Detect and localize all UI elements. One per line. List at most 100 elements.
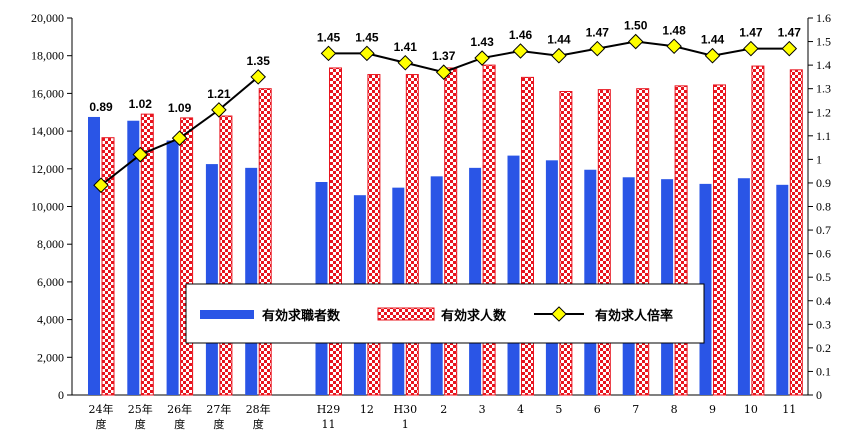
ratio-marker xyxy=(359,45,375,62)
left-tick-label: 0 xyxy=(58,388,64,402)
ratio-marker xyxy=(551,47,567,64)
bar-openings xyxy=(444,67,458,396)
category-label: 7 xyxy=(632,403,639,416)
legend: 有効求職者数 有効求人数 有効求人倍率 xyxy=(185,283,705,344)
category-label: 10 xyxy=(744,403,758,416)
ratio-line xyxy=(93,33,798,194)
ratio-data-label: 1.47 xyxy=(586,26,610,40)
right-tick-label: 0.9 xyxy=(816,176,831,190)
right-tick-label: 1.6 xyxy=(816,11,831,25)
ratio-data-label: 1.21 xyxy=(207,87,231,101)
right-tick-label: 1 xyxy=(816,152,822,166)
bar-seekers xyxy=(507,155,520,395)
right-tick-label: 1.2 xyxy=(816,105,831,119)
left-tick-label: 10,000 xyxy=(31,200,64,214)
ratio-marker xyxy=(320,45,337,62)
category-label: 8 xyxy=(671,403,678,416)
category-label: 25年 xyxy=(128,402,153,416)
bar-openings xyxy=(180,117,194,396)
ratio-marker xyxy=(627,33,644,50)
category-label: 9 xyxy=(709,403,716,416)
category-label: 3 xyxy=(479,403,486,416)
category-label: 11 xyxy=(782,403,796,416)
category-label: H30 xyxy=(394,403,418,416)
ratio-data-label: 1.46 xyxy=(509,28,533,42)
legend-label-ratio: 有効求人倍率 xyxy=(595,308,673,324)
bar-seekers xyxy=(584,169,597,395)
category-label: 12 xyxy=(360,403,374,416)
bar-seekers xyxy=(88,116,100,396)
bar-openings xyxy=(367,74,381,396)
axes: 0 2,000 4,000 6,000 8,000 10,000 12,000 14,000 1… xyxy=(31,11,831,402)
ratio-data-label: 0.89 xyxy=(89,100,113,114)
legend-swatch-openings xyxy=(377,307,435,321)
category-label: 度 xyxy=(253,417,264,431)
bar-seekers xyxy=(776,184,789,395)
bar-openings xyxy=(521,76,534,396)
category-label: 27年 xyxy=(206,402,231,416)
left-tick-label: 12,000 xyxy=(31,162,64,176)
left-tick-label: 2,000 xyxy=(37,350,64,364)
bar-openings xyxy=(597,89,611,396)
bar-seekers xyxy=(245,167,258,395)
category-label: 度 xyxy=(174,417,185,431)
ratio-data-label: 1.44 xyxy=(701,33,725,47)
ratio-marker xyxy=(250,69,266,85)
ratio-data-label: 1.44 xyxy=(547,33,571,47)
category-label: 2 xyxy=(440,403,447,416)
category-label: 28年 xyxy=(246,402,271,416)
category-label: H29 xyxy=(317,403,341,416)
legend-box xyxy=(185,283,705,344)
bar-seekers xyxy=(545,160,558,395)
bar-openings xyxy=(258,88,272,396)
right-tick-label: 0.2 xyxy=(816,341,831,355)
legend-swatch-seekers xyxy=(200,310,254,319)
ratio-data-label: 1.47 xyxy=(739,26,763,40)
category-label: 26年 xyxy=(167,402,192,416)
category-label: 度 xyxy=(135,417,146,431)
right-tick-label: 0.4 xyxy=(816,294,831,308)
ratio-data-label: 1.45 xyxy=(355,30,379,44)
bar-openings xyxy=(219,115,233,396)
ratio-data-label: 1.48 xyxy=(662,23,686,37)
left-tick-label: 4,000 xyxy=(37,313,64,327)
right-tick-label: 0.3 xyxy=(816,317,831,331)
bar-seekers xyxy=(166,140,179,395)
bar-seekers xyxy=(737,178,750,395)
left-tick-label: 14,000 xyxy=(31,124,64,138)
ratio-marker xyxy=(397,54,414,71)
ratio-marker xyxy=(743,40,759,57)
ratio-data-label: 1.43 xyxy=(470,35,494,49)
bar-openings xyxy=(713,84,726,396)
ratio-data-label: 1.41 xyxy=(394,40,418,54)
right-tick-label: 0.8 xyxy=(816,200,831,214)
category-label: 5 xyxy=(555,403,562,416)
bar-seekers xyxy=(205,164,218,395)
left-tick-label: 18,000 xyxy=(31,49,64,63)
bar-openings xyxy=(101,137,115,396)
ratio-data-label: 1.37 xyxy=(432,49,456,63)
bar-openings xyxy=(559,91,573,396)
right-tick-label: 1.5 xyxy=(816,35,831,49)
ratio-marker xyxy=(474,50,490,66)
ratio-data-label: 1.02 xyxy=(129,97,153,111)
bar-seekers xyxy=(469,167,482,395)
bar-openings xyxy=(405,74,419,396)
category-label: 11 xyxy=(322,418,336,431)
ratio-marker xyxy=(435,64,452,80)
bar-openings xyxy=(674,85,688,396)
bar-openings xyxy=(482,64,496,396)
ratio-marker xyxy=(512,43,529,59)
bar-seekers xyxy=(127,120,140,396)
ratio-data-label: 1.45 xyxy=(317,30,341,44)
bar-openings xyxy=(140,113,154,396)
ratio-marker xyxy=(171,130,188,146)
right-tick-label: 0.1 xyxy=(816,364,831,378)
bar-openings xyxy=(636,88,650,396)
ratio-marker xyxy=(211,102,227,118)
left-tick-label: 20,000 xyxy=(31,11,64,25)
right-tick-label: 1.3 xyxy=(816,82,831,96)
ratio-data-label: 1.47 xyxy=(778,26,802,40)
ratio-data-label: 1.09 xyxy=(168,101,192,115)
left-tick-label: 6,000 xyxy=(37,275,64,289)
